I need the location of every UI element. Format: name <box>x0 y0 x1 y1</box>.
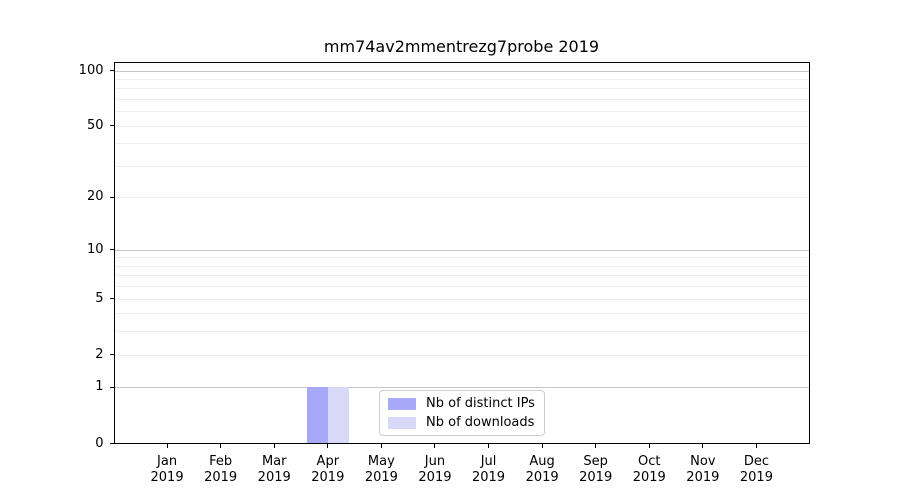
gridline-minor <box>113 298 810 300</box>
legend-item-label: Nb of downloads <box>426 414 535 430</box>
y-axis-tick-label: 0 <box>95 435 104 451</box>
y-axis-tick-label: 50 <box>86 117 104 133</box>
gridline-major <box>113 387 810 389</box>
x-axis-tick-label: May 2019 <box>364 454 398 485</box>
y-axis-tick <box>109 298 114 300</box>
gridline-minor <box>113 275 810 277</box>
gridline-minor <box>113 166 810 167</box>
y-axis-tick-label: 2 <box>95 346 104 362</box>
gridline-minor <box>113 125 810 127</box>
x-axis-tick-label: Jun 2019 <box>418 454 452 485</box>
x-axis-tick <box>220 443 222 448</box>
legend-swatch-downloads <box>388 416 416 429</box>
y-axis-tick <box>109 196 114 198</box>
gridline-minor <box>113 286 810 288</box>
y-axis-tick-label: 5 <box>95 290 104 306</box>
legend-swatch-distinct-ips <box>388 397 416 410</box>
x-axis-tick <box>541 443 543 448</box>
x-axis-tick <box>755 443 757 448</box>
gridline-major <box>113 70 810 72</box>
y-axis-tick-label: 1 <box>95 379 104 395</box>
x-axis-tick-label: Jan 2019 <box>150 454 184 485</box>
x-axis-tick-label: Aug 2019 <box>525 454 559 485</box>
x-axis-tick <box>273 443 275 448</box>
x-axis-tick-label: Nov 2019 <box>686 454 720 485</box>
x-axis-tick-label: Feb 2019 <box>204 454 238 485</box>
x-axis-tick <box>488 443 490 448</box>
y-axis-tick <box>109 70 114 72</box>
legend-item-label: Nb of distinct IPs <box>426 395 535 411</box>
x-axis-tick-label: Oct 2019 <box>632 454 666 485</box>
gridline-minor <box>113 197 810 199</box>
y-axis-tick-label: 100 <box>78 62 104 78</box>
y-axis-tick <box>109 386 114 388</box>
x-axis-tick <box>595 443 597 448</box>
x-axis-tick <box>166 443 168 448</box>
chart-title: mm74av2mmentrezg7probe 2019 <box>323 37 600 56</box>
legend-box: Nb of distinct IPs Nb of downloads <box>379 390 545 436</box>
x-axis-tick-label: Jul 2019 <box>471 454 506 485</box>
gridline-minor <box>113 78 810 80</box>
y-axis-tick <box>109 249 114 251</box>
bar-nb-of-distinct-ips-apr <box>306 387 328 444</box>
x-axis-tick <box>648 443 650 448</box>
legend-item: Nb of downloads <box>388 415 536 431</box>
gridline-minor <box>113 111 810 113</box>
x-axis-tick-label: Apr 2019 <box>311 454 345 485</box>
y-axis-tick-label: 10 <box>86 241 104 257</box>
x-axis-tick-label: Mar 2019 <box>257 454 291 485</box>
y-axis-tick <box>109 443 114 444</box>
y-axis-tick-label: 20 <box>86 189 104 205</box>
x-axis-tick-label: Dec 2019 <box>739 454 773 485</box>
x-axis-tick <box>380 443 382 448</box>
gridline-minor <box>113 265 810 267</box>
gridline-major <box>113 249 810 251</box>
gridline-minor <box>113 99 810 101</box>
gridline-minor <box>113 143 810 145</box>
x-axis-tick <box>327 443 329 448</box>
gridline-minor <box>113 331 810 333</box>
gridline-minor <box>113 257 810 259</box>
x-axis-tick-label: Sep 2019 <box>579 454 613 485</box>
plot-area <box>113 61 810 444</box>
y-axis-tick <box>109 125 114 127</box>
gridline-minor <box>113 354 810 356</box>
x-axis-tick <box>434 443 436 448</box>
bar-nb-of-downloads-apr <box>327 387 350 444</box>
y-axis-tick <box>109 354 114 356</box>
gridline-minor <box>113 313 810 315</box>
x-axis-tick <box>702 443 704 448</box>
legend-item: Nb of distinct IPs <box>388 396 536 412</box>
gridline-minor <box>113 88 810 90</box>
